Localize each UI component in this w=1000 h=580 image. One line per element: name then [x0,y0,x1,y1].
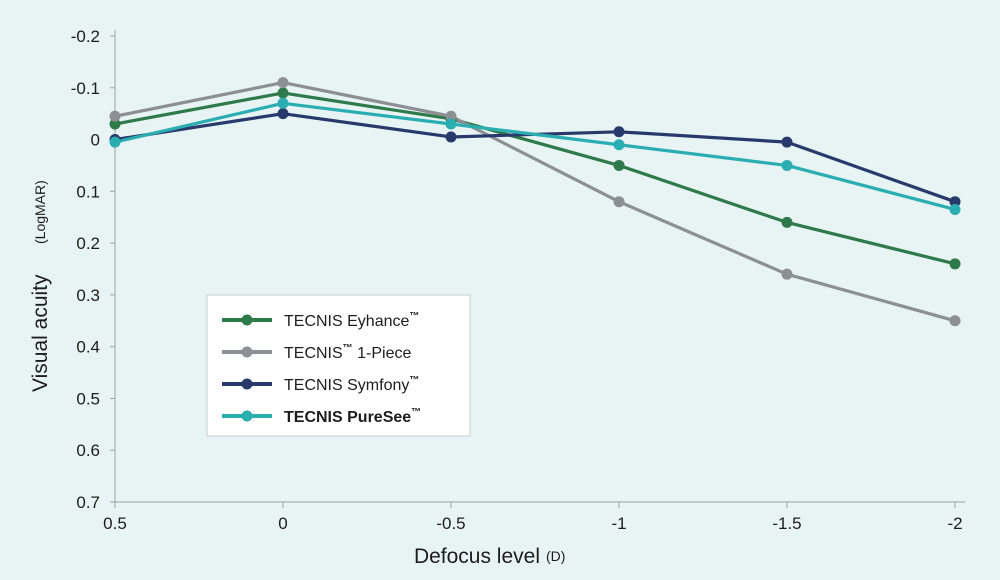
series-lines [114,80,956,323]
legend-item: TECNIS Symfony™ [222,375,419,394]
legend-swatch-marker [241,378,253,390]
legend-swatch-marker [241,410,253,422]
data-point [277,87,289,99]
data-point [445,110,457,122]
legend: TECNIS Eyhance™ TECNIS™ 1-Piece TECNIS Sym… [206,294,471,437]
data-point [277,97,289,109]
data-point [781,268,793,280]
data-point [781,159,793,171]
x-tick-label: 0 [278,514,287,533]
data-point [109,110,121,122]
x-tick-label: -1.5 [772,514,801,533]
series-line [114,91,956,266]
data-point [949,258,961,270]
y-tick-label: 0.2 [76,234,100,253]
series-points [109,77,961,327]
x-axis-unit: (D) [546,548,565,564]
legend-swatch-marker [241,314,253,326]
x-tick-label: -0.5 [436,514,465,533]
data-point [613,139,625,151]
data-point [109,136,121,148]
legend-label: TECNIS Symfony™ [284,375,419,394]
x-tick-label: 0.5 [103,514,127,533]
x-axis-title: Defocus level [414,545,540,568]
legend-swatch-marker [241,346,253,358]
x-tick-label: -2 [947,514,962,533]
y-tick-label: 0.4 [76,338,100,357]
data-point [949,203,961,215]
data-point [613,159,625,171]
y-axis-unit: (LogMAR) [32,180,48,244]
data-point [613,126,625,138]
legend-label: TECNIS PureSee™ [284,407,421,426]
data-point [445,118,457,130]
y-tick-label: 0.1 [76,182,100,201]
data-point [949,315,961,327]
axes: -0.2-0.100.10.20.30.40.50.60.70.5 0 -0.5 -1… [71,27,965,533]
y-tick-label: -0.1 [71,79,100,98]
y-tick-label: -0.2 [71,27,100,46]
data-point [277,108,289,120]
y-tick-label: 0.7 [76,493,100,512]
y-tick-label: 0.6 [76,441,100,460]
legend-label: TECNIS™ 1-Piece [284,343,411,362]
legend-item: TECNIS™ 1-Piece [222,343,411,362]
y-tick-label: 0.5 [76,389,100,408]
legend-label: TECNIS Eyhance™ [284,311,419,330]
data-point [613,196,625,208]
y-tick-label: 0.3 [76,286,100,305]
x-tick-label: -1 [611,514,626,533]
legend-item: TECNIS PureSee™ [222,407,421,426]
y-tick-label: 0 [91,131,100,150]
data-point [781,216,793,228]
series-line [114,101,956,212]
series-line [114,80,956,323]
data-point [109,118,121,130]
y-axis-title: Visual acuity [29,274,52,392]
data-point [445,131,457,143]
data-point [949,196,961,208]
data-point [781,136,793,148]
legend-item: TECNIS Eyhance™ [222,311,419,330]
data-point [277,77,289,89]
